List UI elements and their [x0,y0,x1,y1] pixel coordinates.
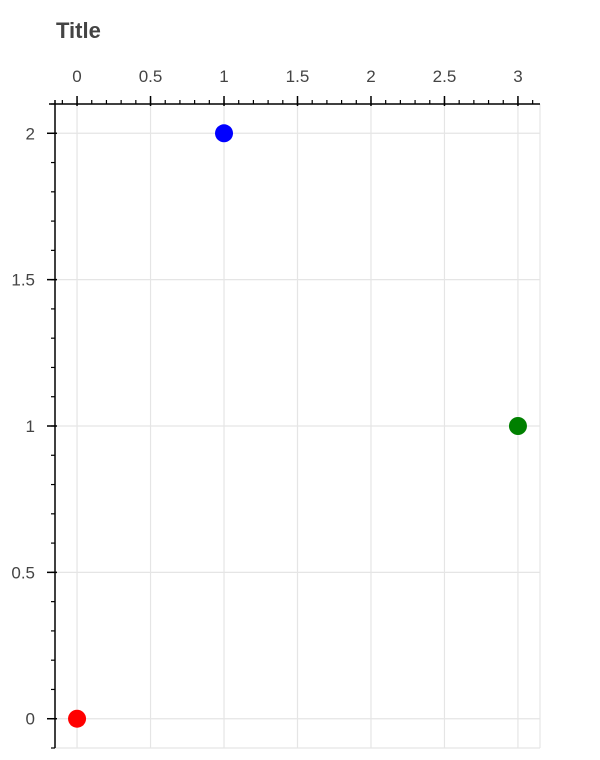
y-tick-label: 0 [26,710,35,729]
x-tick-label: 1 [219,67,228,86]
x-tick-label: 1.5 [286,67,310,86]
x-tick-label: 2.5 [433,67,457,86]
y-tick-label: 1 [26,417,35,436]
y-tick-label: 2 [26,124,35,143]
x-tick-label: 0 [72,67,81,86]
chart-title: Title [56,18,101,43]
data-point [215,124,234,143]
x-tick-label: 2 [366,67,375,86]
data-point [508,417,527,435]
x-tick-label: 3 [513,67,522,86]
y-tick-label: 0.5 [11,563,35,582]
data-point [68,709,87,728]
y-tick-label: 1.5 [11,271,35,290]
x-tick-label: 0.5 [139,67,163,86]
